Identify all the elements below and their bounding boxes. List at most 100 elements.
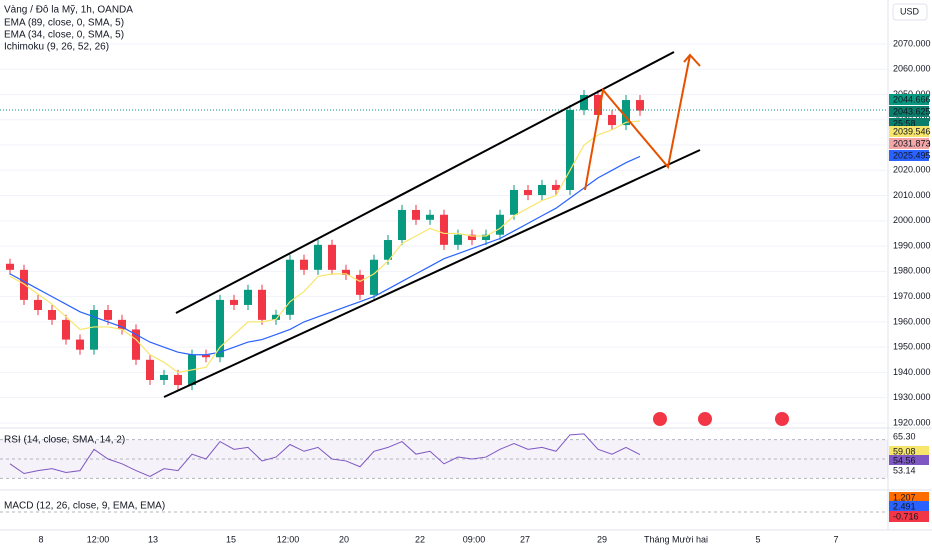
candle-body: [412, 209, 420, 220]
event-icon[interactable]: [775, 412, 789, 426]
event-icon[interactable]: [653, 412, 667, 426]
legend-symbol: Vàng / Đô la Mỹ, 1h, OANDA: [4, 5, 133, 16]
channel-top: [175, 51, 675, 314]
axis-tag: [889, 501, 929, 512]
candle-body: [20, 269, 28, 300]
y-tick-label: 1970.000: [893, 291, 931, 301]
x-tick-label: 12:00: [87, 534, 110, 544]
axis-tag-label: 2044.666: [893, 94, 931, 104]
candle-body: [48, 310, 56, 320]
candle-body: [496, 214, 504, 235]
candle-body: [594, 94, 602, 115]
y-tick-label: 1920.000: [893, 417, 931, 427]
axis-tag: [889, 455, 929, 466]
event-icons: [653, 412, 789, 426]
candle-body: [34, 299, 42, 311]
x-tick-label: Tháng Mười hai: [644, 534, 708, 544]
rsi-title: RSI (14, close, SMA, 14, 2): [4, 435, 125, 446]
ema-line: [9, 155, 641, 356]
axis-tag-label: -0.716: [893, 511, 919, 521]
candle-body: [636, 100, 644, 111]
y-tick-label: 2000.000: [893, 215, 931, 225]
candle-body: [258, 289, 266, 320]
x-tick-label: 29: [597, 534, 607, 544]
axis-tag: [889, 118, 929, 129]
axis-tag: [889, 94, 929, 105]
candle-body: [454, 234, 462, 245]
candle-body: [6, 263, 14, 270]
y-tick-label: 2010.000: [893, 190, 931, 200]
axis-tag-label: 25:58: [893, 118, 916, 128]
candle-body: [314, 244, 322, 270]
x-tick-label: 09:00: [463, 534, 486, 544]
candle-body: [76, 339, 84, 350]
axis-tag-label: 2025.495: [893, 150, 931, 160]
axis-tag: [889, 150, 929, 161]
axis-tag-label: 59.08: [893, 446, 916, 456]
y-tick-label: 1930.000: [893, 392, 931, 402]
legend-indicator: EMA (34, close, 0, SMA, 5): [4, 30, 124, 41]
candle-body: [202, 354, 210, 358]
axis-tag: [889, 446, 929, 457]
axis-tag: [889, 126, 929, 137]
candle-body: [244, 289, 252, 305]
rsi-pane: [0, 433, 888, 479]
axis-tag: [889, 138, 929, 149]
legend-indicator: EMA (89, close, 0, SMA, 5): [4, 18, 124, 29]
candle-body: [552, 184, 560, 190]
candle-body: [216, 299, 224, 358]
y-tick-label: 2020.000: [893, 165, 931, 175]
candle-body: [622, 100, 630, 126]
candle-body: [468, 234, 476, 241]
candle-body: [580, 94, 588, 110]
candle-body: [174, 374, 182, 386]
x-tick-label: 12:00: [277, 534, 300, 544]
candle-body: [510, 189, 518, 215]
candle-body: [370, 259, 378, 295]
x-tick-label: 8: [38, 534, 43, 544]
y-tick-label: 1990.000: [893, 240, 931, 250]
axis-tag: [889, 511, 929, 522]
x-tick-label: 15: [226, 534, 236, 544]
candle-body: [328, 244, 336, 270]
candle-body: [426, 214, 434, 220]
candle-body: [272, 314, 280, 320]
candle-body: [90, 310, 98, 350]
x-tick-label: 22: [415, 534, 425, 544]
y-tick-label: 2070.000: [893, 38, 931, 48]
axis-tag-label: 65.30: [893, 431, 916, 441]
axis-tag-label: 2031.873: [893, 138, 931, 148]
axis-tag-label: 53.14: [893, 465, 916, 475]
candle-body: [356, 274, 364, 295]
x-tick-label: 27: [520, 534, 530, 544]
candle-body: [146, 359, 154, 380]
candle-body: [482, 234, 490, 241]
y-tick-label: 1950.000: [893, 342, 931, 352]
event-icon[interactable]: [698, 412, 712, 426]
axis-tag: [889, 431, 929, 442]
projection-arrow: [584, 54, 691, 191]
y-tick-label: 1940.000: [893, 367, 931, 377]
candle-body: [62, 319, 70, 340]
y-tick-label: 2060.000: [893, 64, 931, 74]
rsi-line: [9, 433, 641, 477]
candle-body: [342, 269, 350, 275]
axis-tag-label: 2043.625: [893, 106, 931, 116]
legend-indicator: Ichimoku (9, 26, 52, 26): [4, 42, 109, 53]
y-tick-label: 1980.000: [893, 266, 931, 276]
axis-tag-label: 2.491: [893, 501, 916, 511]
macd-title: MACD (12, 26, close, 9, EMA, EMA): [4, 501, 165, 512]
x-tick-label: 5: [755, 534, 760, 544]
axis-tag-label: 54.56: [893, 455, 916, 465]
candle-body: [300, 259, 308, 270]
candle-body: [286, 259, 294, 315]
candle-body: [398, 209, 406, 241]
axis-tag: [889, 106, 929, 117]
channel-bottom: [163, 149, 701, 398]
price-pane: [6, 89, 644, 391]
currency-button[interactable]: [892, 3, 928, 21]
x-tick-label: 20: [339, 534, 349, 544]
candle-body: [608, 114, 616, 126]
